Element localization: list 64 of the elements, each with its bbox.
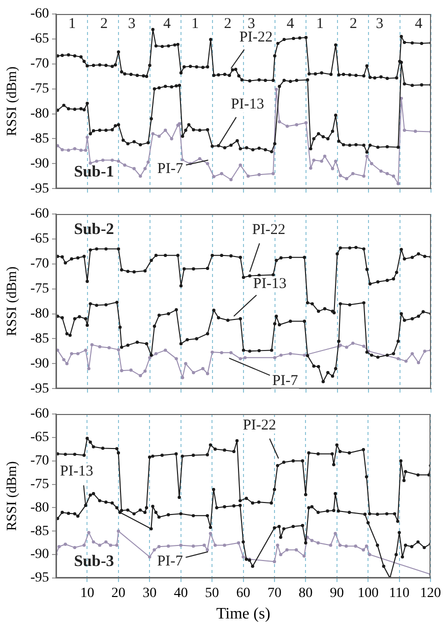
annotation: 1: [316, 16, 324, 32]
x-tick-label: 80: [298, 586, 313, 602]
annotation: 1: [191, 16, 199, 32]
annotation: PI-22: [239, 29, 273, 46]
y-tick-label: -85: [30, 331, 49, 346]
annotation: 2: [350, 16, 358, 32]
x-tick-label: 60: [236, 586, 250, 602]
y-tick-label: -75: [30, 282, 49, 296]
y-tick-label: -65: [30, 430, 49, 446]
y-tick-label: -70: [30, 256, 49, 272]
annotation: 4: [286, 16, 295, 32]
annotation: PI-22: [252, 222, 286, 238]
annotation: PI-7: [272, 373, 299, 390]
y-tick-label: -90: [30, 356, 49, 372]
chart-title: Sub-2: [74, 221, 114, 238]
y-tick-label: -75: [30, 82, 49, 96]
y-axis-title: RSSI (dBm): [5, 66, 20, 136]
annotation: 2: [100, 16, 108, 32]
x-tick-label: 10: [80, 586, 94, 602]
x-tick-label: 100: [358, 586, 379, 602]
x-tick-label: 120: [420, 586, 441, 602]
y-tick-label: -70: [30, 56, 49, 72]
annotation: 1: [68, 16, 76, 32]
y-tick-label: -60: [30, 6, 49, 22]
y-tick-label: -70: [30, 454, 49, 469]
x-tick-label: 70: [267, 586, 282, 602]
y-tick-label: -75: [30, 476, 49, 492]
x-tick-label: 50: [205, 586, 220, 602]
x-tick-label: 110: [389, 586, 410, 602]
y-tick-label: -85: [30, 524, 49, 539]
y-tick-label: -90: [30, 156, 49, 172]
annotation: 4: [163, 16, 172, 32]
annotation: 3: [248, 16, 256, 32]
annotation: 4: [414, 16, 423, 32]
y-tick-label: -95: [30, 570, 49, 586]
y-tick-label: -80: [30, 306, 49, 322]
annotation: 3: [376, 16, 384, 32]
x-tick-label: 40: [174, 586, 188, 602]
y-tick-label: -60: [30, 406, 49, 422]
annotation: PI-13: [60, 463, 94, 480]
y-axis-title: RSSI (dBm): [5, 266, 20, 336]
y-tick-label: -65: [30, 232, 49, 247]
x-tick-label: 30: [142, 586, 157, 602]
annotation: PI-7: [157, 161, 184, 178]
y-tick-label: -80: [30, 500, 49, 516]
annotation: 2: [224, 16, 232, 32]
y-tick-label: -65: [30, 32, 49, 47]
text: Sub-1: [74, 164, 114, 181]
y-tick-label: -90: [30, 547, 49, 562]
annotation: PI-7: [157, 554, 184, 570]
x-axis-title: Time (s): [216, 606, 270, 623]
annotation: 3: [128, 16, 136, 32]
annotation: PI-13: [253, 276, 286, 292]
y-axis-title: RSSI (dBm): [5, 460, 20, 531]
y-tick-label: -95: [30, 381, 49, 396]
y-tick-label: -80: [30, 106, 49, 122]
annotation: PI-22: [242, 417, 276, 434]
text: Sub-3: [74, 553, 114, 570]
x-tick-label: 90: [330, 586, 344, 602]
x-tick-label: 20: [111, 586, 126, 602]
y-tick-label: -85: [30, 131, 49, 146]
y-tick-label: -60: [30, 206, 49, 222]
y-tick-label: -95: [30, 181, 49, 196]
annotation: PI-13: [230, 96, 264, 113]
